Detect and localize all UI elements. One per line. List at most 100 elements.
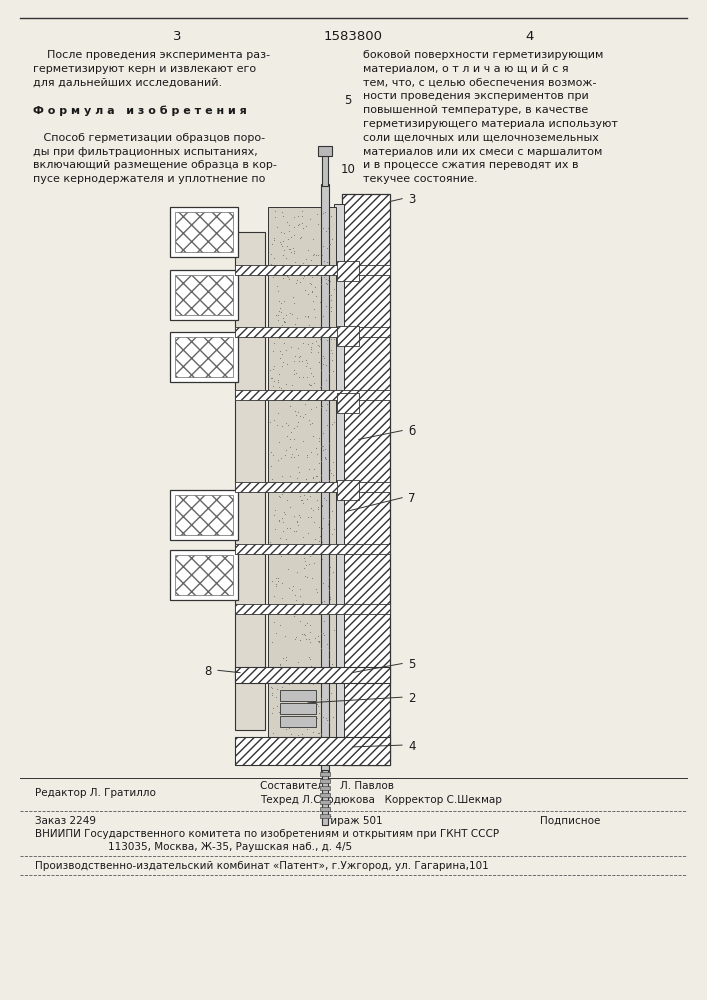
Point <box>283 231 294 247</box>
Point <box>284 540 296 556</box>
Point <box>293 404 304 420</box>
Point <box>284 600 296 616</box>
Point <box>284 431 296 447</box>
Point <box>267 447 279 463</box>
Point <box>284 241 295 257</box>
Point <box>313 705 325 721</box>
Point <box>298 662 309 678</box>
Point <box>303 336 314 352</box>
Bar <box>235 544 390 554</box>
Point <box>273 379 284 395</box>
Point <box>283 217 294 233</box>
Point <box>320 450 331 466</box>
Point <box>294 274 305 290</box>
Point <box>323 263 334 279</box>
Point <box>305 276 317 292</box>
Point <box>328 281 339 297</box>
Point <box>277 514 288 530</box>
Point <box>311 696 322 712</box>
Point <box>325 559 336 575</box>
Point <box>302 242 313 258</box>
Point <box>308 368 319 384</box>
Bar <box>280 690 316 701</box>
Point <box>316 398 327 414</box>
Point <box>319 441 330 457</box>
Point <box>293 674 305 690</box>
Point <box>276 510 288 526</box>
Point <box>314 331 325 347</box>
Point <box>266 670 277 686</box>
Point <box>293 464 304 480</box>
Point <box>272 372 284 388</box>
Point <box>268 267 279 283</box>
Point <box>267 700 279 716</box>
Point <box>268 358 279 374</box>
Point <box>276 603 287 619</box>
Bar <box>342 194 390 765</box>
Point <box>325 665 336 681</box>
Point <box>267 634 278 650</box>
Point <box>306 570 317 586</box>
Point <box>280 713 291 729</box>
Point <box>288 209 300 225</box>
Point <box>307 323 318 339</box>
Bar <box>175 555 233 595</box>
Point <box>271 689 282 705</box>
Point <box>270 570 281 586</box>
Point <box>271 681 283 697</box>
Point <box>293 414 304 430</box>
Point <box>288 606 300 622</box>
Point <box>320 449 331 465</box>
Point <box>267 269 279 285</box>
Point <box>267 685 278 701</box>
Point <box>317 425 329 441</box>
Point <box>270 578 281 594</box>
Point <box>311 468 322 484</box>
Bar <box>235 265 390 275</box>
Point <box>273 513 284 529</box>
Point <box>284 468 296 484</box>
Point <box>298 409 309 425</box>
Point <box>294 588 305 604</box>
Point <box>327 345 338 361</box>
Point <box>276 224 287 240</box>
Point <box>315 625 327 641</box>
Point <box>288 449 300 465</box>
Point <box>276 697 288 713</box>
Point <box>320 298 332 314</box>
Point <box>296 696 308 712</box>
Point <box>304 548 315 564</box>
Point <box>292 340 303 356</box>
Point <box>308 231 319 247</box>
Point <box>328 521 339 537</box>
Point <box>307 415 318 431</box>
Point <box>325 685 337 701</box>
Point <box>279 628 291 644</box>
Point <box>313 433 325 449</box>
Point <box>281 250 292 266</box>
Bar <box>280 703 316 714</box>
Point <box>308 428 319 444</box>
Point <box>291 441 302 457</box>
Point <box>325 208 337 224</box>
Point <box>265 258 276 274</box>
Point <box>267 471 278 487</box>
Point <box>269 250 280 266</box>
Point <box>318 490 329 506</box>
Point <box>273 704 284 720</box>
Point <box>317 594 328 610</box>
Point <box>310 468 321 484</box>
Point <box>270 307 281 323</box>
Point <box>321 691 332 707</box>
Point <box>317 546 329 562</box>
Point <box>295 230 306 246</box>
Point <box>267 573 278 589</box>
Point <box>291 672 303 688</box>
Point <box>297 537 308 553</box>
Point <box>291 514 303 530</box>
Point <box>300 358 312 374</box>
Point <box>322 516 334 532</box>
Point <box>320 710 332 726</box>
Point <box>298 369 309 385</box>
Point <box>281 428 293 444</box>
